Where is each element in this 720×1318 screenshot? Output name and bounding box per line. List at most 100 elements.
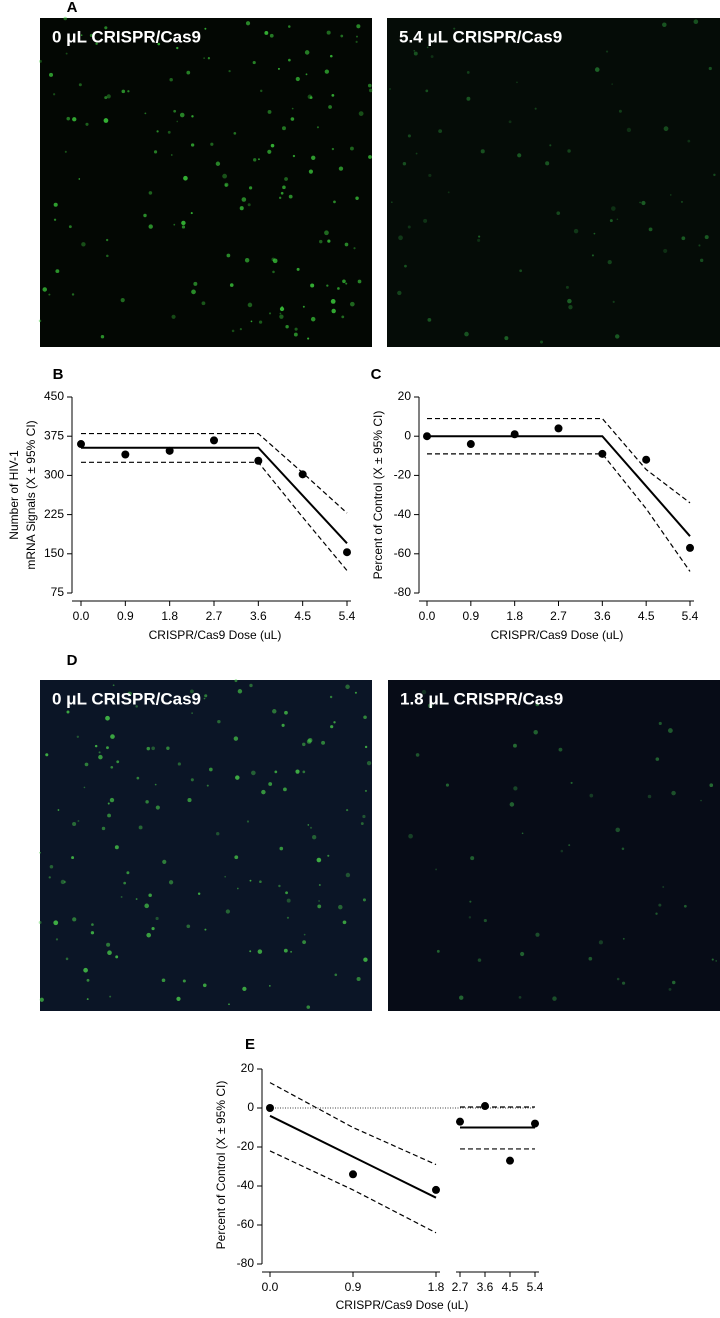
fluorescent-spot [607, 260, 612, 265]
fluorescent-spot [251, 770, 256, 776]
fluorescent-spot [204, 27, 207, 30]
ci-line [427, 417, 691, 504]
fluorescent-spot [355, 196, 359, 200]
fluorescent-spot [106, 94, 111, 99]
fluorescent-spot [136, 776, 140, 780]
fluorescent-spot [166, 746, 170, 750]
fluorescent-spot [191, 289, 196, 295]
fluorescent-spot [327, 239, 331, 243]
x-tick-label: 1.8 [161, 609, 178, 623]
fluorescent-spot [101, 826, 106, 831]
fluorescent-spot [426, 46, 429, 49]
fluorescent-spot [107, 813, 111, 818]
fluorescent-spot [81, 242, 86, 247]
fluorescent-spot [326, 30, 331, 35]
fluorescent-spot [264, 31, 269, 35]
fluorescent-spot [115, 955, 119, 959]
fluorescent-spot [324, 69, 329, 74]
data-point [598, 449, 607, 458]
fluorescent-spot [447, 191, 450, 194]
fluorescent-spot [193, 281, 198, 286]
fluorescent-spot [611, 83, 613, 85]
fluorescent-spot [513, 743, 517, 748]
fluorescent-spot [168, 880, 174, 885]
fluorescent-spot [328, 105, 332, 109]
fluorescent-spot [321, 740, 326, 745]
fluorescent-spot [260, 89, 263, 93]
fluorescent-spot [693, 19, 699, 25]
fluorescent-spot [91, 923, 94, 926]
panel-label: E [245, 1036, 255, 1053]
data-point [642, 455, 651, 464]
x-tick-label: 3.6 [250, 609, 267, 623]
fluorescent-spot [176, 996, 181, 1001]
y-tick-label: -60 [394, 546, 412, 560]
fluorescent-spot [533, 730, 538, 735]
fluorescent-spot [155, 805, 160, 810]
fluorescent-spot [190, 778, 194, 782]
fluorescent-spot [316, 126, 319, 129]
fluorescent-spot [413, 51, 418, 56]
x-tick-label: 0.9 [462, 609, 479, 623]
fluorescent-spot [272, 258, 278, 264]
fluorescent-spot [513, 786, 518, 791]
fluorescent-spot [203, 697, 206, 700]
ci-line [269, 1150, 437, 1234]
fluorescent-spot [368, 155, 372, 159]
fluorescent-spot [331, 308, 336, 314]
fluorescent-spot [295, 769, 300, 774]
fluorescent-spot [565, 285, 569, 289]
fluorescent-spot [350, 146, 354, 151]
fit-line [269, 1114, 437, 1199]
fluorescent-spot [83, 967, 88, 973]
fluorescent-spot [110, 765, 114, 769]
fluorescent-spot [290, 117, 295, 121]
fluorescent-spot [292, 154, 296, 158]
panel-label: C [371, 366, 382, 383]
fluorescent-spot [279, 312, 282, 315]
data-point [165, 446, 174, 455]
fluorescent-spot [186, 70, 191, 75]
fluorescent-spot [521, 832, 524, 835]
fluorescent-spot [278, 196, 282, 200]
fluorescent-spot [204, 694, 208, 698]
fluorescent-spot [311, 155, 316, 160]
fluorescent-spot [135, 898, 138, 900]
fluorescent-spot [568, 844, 571, 847]
y-axis-label: Number of HIV-1 [7, 450, 21, 540]
fluorescent-spot [329, 695, 333, 699]
fluorescent-spot [519, 269, 523, 273]
data-point [481, 1102, 489, 1111]
fluorescent-spot [598, 940, 603, 945]
fluorescent-spot [436, 949, 440, 953]
y-tick-label: -20 [237, 1139, 255, 1153]
fluorescent-spot [567, 149, 571, 153]
fluorescent-spot [364, 789, 368, 792]
micrograph [40, 680, 372, 1011]
fluorescent-spot [516, 81, 518, 84]
x-tick-label: 4.5 [638, 609, 655, 623]
fluorescent-spot [177, 762, 181, 766]
fluorescent-spot [268, 312, 272, 315]
fluorescent-spot [269, 33, 274, 38]
fluorescent-spot [98, 754, 103, 760]
micrograph [388, 680, 720, 1011]
y-tick-label: 20 [398, 389, 412, 403]
fluorescent-spot [106, 746, 109, 750]
fluorescent-spot [667, 728, 673, 733]
fluorescent-spot [71, 293, 75, 296]
x-tick-label: 2.7 [550, 609, 567, 623]
x-axis-label: CRISPR/Cas9 Dose (uL) [149, 628, 282, 642]
fluorescent-spot [206, 784, 209, 787]
fluorescent-spot [233, 736, 239, 741]
x-tick-label: 5.4 [682, 609, 699, 623]
fluorescent-spot [356, 35, 358, 38]
fluorescent-spot [397, 290, 402, 296]
fluorescent-spot [239, 206, 244, 211]
x-tick-label: 1.8 [506, 609, 523, 623]
fluorescent-spot [615, 334, 620, 339]
fluorescent-spot [210, 142, 214, 146]
data-point [266, 1104, 274, 1112]
fluorescent-spot [669, 194, 672, 196]
fluorescent-spot [709, 783, 714, 788]
